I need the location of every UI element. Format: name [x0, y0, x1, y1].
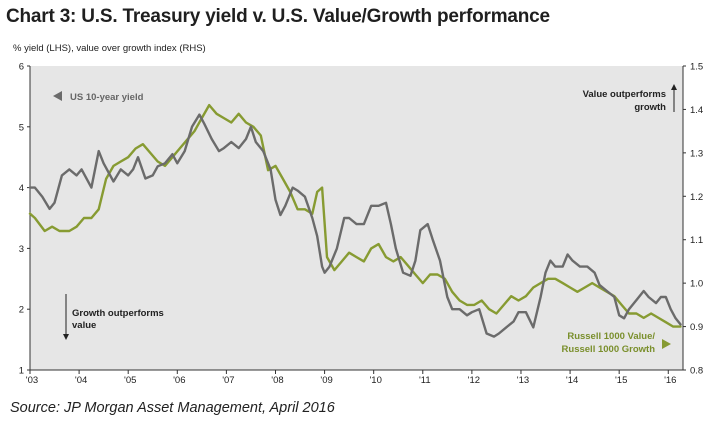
x-tick-label: '04	[75, 375, 87, 386]
y-left-tick-label: 1	[19, 366, 24, 377]
y-right-tick-label: 1.4	[690, 105, 703, 116]
source-note: Source: JP Morgan Asset Management, Apri…	[10, 400, 335, 416]
value-outperforms-line1: Value outperforms	[583, 89, 666, 100]
y-right-tick-label: 1.3	[690, 148, 703, 159]
left-arrow-icon	[53, 91, 62, 101]
growth-outperforms-annotation: Growth outperforms value	[63, 294, 164, 340]
growth-outperforms-line2: value	[72, 320, 96, 331]
chart-subtitle: % yield (LHS), value over growth index (…	[13, 43, 206, 54]
y-right-tick-label: 0.9	[690, 322, 703, 333]
russell-label-line2: Russell 1000 Growth	[562, 344, 656, 355]
treasury-annotation: US 10-year yield	[53, 91, 144, 103]
y-left-tick-label: 2	[19, 305, 24, 316]
chart-title: Chart 3: U.S. Treasury yield v. U.S. Val…	[6, 6, 550, 27]
plot-area	[30, 66, 683, 370]
y-right-tick-label: 1.2	[690, 192, 703, 203]
y-axis-right: 0.8 0.9 1.0 1.1 1.2 1.3 1.4 1.5	[682, 62, 703, 377]
growth-outperforms-line1: Growth outperforms	[72, 308, 164, 319]
x-tick-label: '13	[517, 375, 529, 386]
russell-ratio-line	[28, 103, 682, 328]
right-arrow-icon	[662, 339, 671, 349]
y-left-tick-label: 3	[19, 244, 24, 255]
x-tick-label: '05	[124, 375, 136, 386]
x-tick-label: '09	[320, 375, 332, 386]
x-tick-label: '12	[468, 375, 480, 386]
x-tick-label: '16	[664, 375, 676, 386]
down-arrow-icon	[63, 334, 69, 340]
y-right-tick-label: 1.1	[690, 235, 703, 246]
x-tick-label: '03	[26, 375, 38, 386]
y-right-tick-label: 1.0	[690, 279, 703, 290]
x-tick-label: '10	[369, 375, 381, 386]
x-tick-label: '14	[566, 375, 578, 386]
y-left-tick-label: 4	[19, 183, 24, 194]
x-tick-label: '08	[271, 375, 283, 386]
y-left-tick-label: 5	[19, 122, 24, 133]
y-axis-left: 1 2 3 4 5 6	[19, 62, 31, 377]
russell-label-line1: Russell 1000 Value/	[567, 331, 655, 342]
x-tick-label: '06	[173, 375, 185, 386]
series-lines	[28, 103, 682, 338]
y-right-tick-label: 1.5	[690, 62, 703, 73]
y-right-tick-label: 0.8	[690, 366, 703, 377]
x-tick-label: '15	[615, 375, 627, 386]
value-outperforms-line2: growth	[634, 102, 666, 113]
x-axis: '03 '04 '05 '06 '07 '08 '09 '10 '11 '12 '13 '14 '15 '…	[26, 369, 683, 386]
value-outperforms-annotation: Value outperforms growth	[583, 84, 677, 113]
treasury-yield-line	[28, 113, 682, 338]
x-tick-label: '11	[419, 375, 431, 386]
x-tick-label: '07	[222, 375, 234, 386]
russell-annotation: Russell 1000 Value/ Russell 1000 Growth	[562, 331, 671, 355]
up-arrow-icon	[671, 84, 677, 90]
treasury-label: US 10-year yield	[70, 92, 144, 103]
y-left-tick-label: 6	[19, 62, 24, 73]
